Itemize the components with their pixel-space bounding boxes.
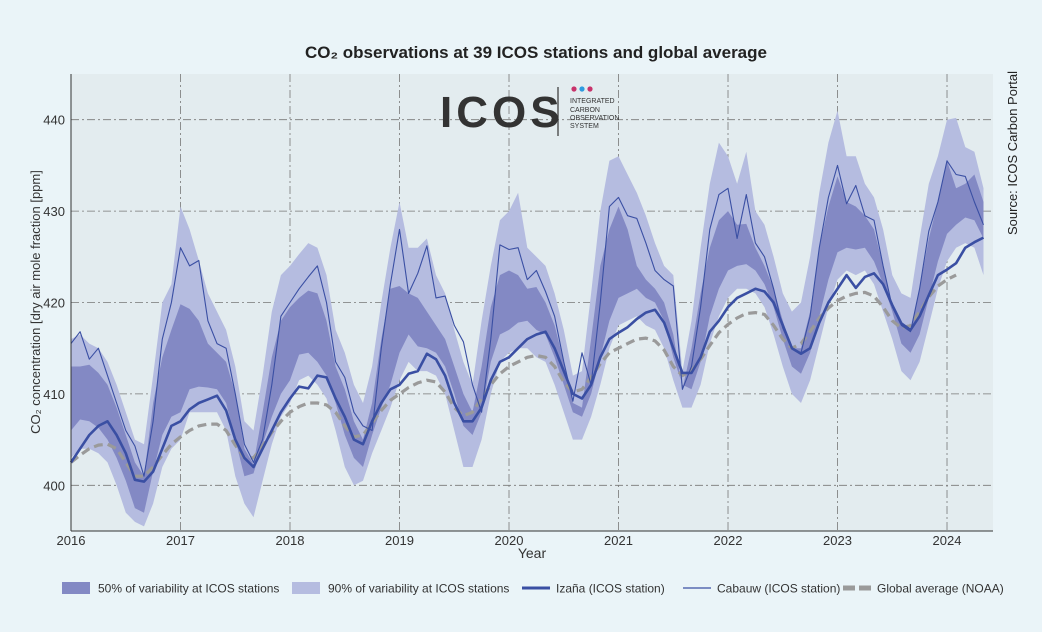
logo-tagline-3: OBSERVATION	[570, 115, 619, 122]
logo-tagline-1: INTEGRATED	[570, 98, 615, 105]
legend: 50% of variability at ICOS stations 90% o…	[62, 582, 1004, 596]
x-tick-label: 2017	[166, 533, 195, 548]
logo-dot	[587, 86, 593, 92]
y-tick-label: 420	[43, 296, 65, 311]
series-izana-line	[69, 236, 985, 483]
chart-marks	[69, 110, 985, 527]
legend-label: 50% of variability at ICOS stations	[98, 582, 279, 596]
legend-label: Global average (NOAA)	[877, 582, 1004, 596]
series-cabauw-line	[70, 160, 985, 477]
source-label: Source: ICOS Carbon Portal	[1005, 71, 1020, 235]
legend-swatch	[62, 582, 90, 594]
logo-tagline-4: SYSTEM	[570, 123, 599, 130]
x-tick-label: 2018	[276, 533, 305, 548]
legend-label: Izaña (ICOS station)	[556, 582, 665, 596]
series-global-line	[69, 273, 957, 478]
x-axis-label: Year	[518, 545, 547, 561]
legend-label: Cabauw (ICOS station)	[717, 582, 840, 596]
y-tick-label: 410	[43, 387, 65, 402]
x-tick-label: 2019	[385, 533, 414, 548]
logo-dot	[579, 86, 585, 92]
x-tick-label: 2023	[823, 533, 852, 548]
legend-label: 90% of variability at ICOS stations	[328, 582, 509, 596]
y-tick-label: 440	[43, 113, 65, 128]
band-50-percent	[71, 160, 984, 513]
chart-title: CO₂ observations at 39 ICOS stations and…	[305, 43, 767, 62]
x-tick-label: 2024	[933, 533, 962, 548]
y-axis-label: CO₂ concentration [dry air mole fraction…	[28, 170, 43, 434]
icos-logo: ICOS INTEGRATED CARBON OBSERVATION SYSTE…	[440, 86, 619, 137]
legend-swatch	[292, 582, 320, 594]
logo-wordmark: ICOS	[440, 88, 564, 137]
logo-dot	[571, 86, 577, 92]
x-tick-label: 2016	[57, 533, 86, 548]
x-tick-label: 2022	[714, 533, 743, 548]
logo-tagline-2: CARBON	[570, 107, 600, 114]
y-tick-label: 400	[43, 478, 65, 493]
x-tick-label: 2020	[495, 533, 524, 548]
y-tick-label: 430	[43, 204, 65, 219]
x-tick-label: 2021	[604, 533, 633, 548]
axis-ticks: 400 410 420 430 440 2016 2017 2018 2019 2020 2021 2…	[43, 113, 961, 548]
